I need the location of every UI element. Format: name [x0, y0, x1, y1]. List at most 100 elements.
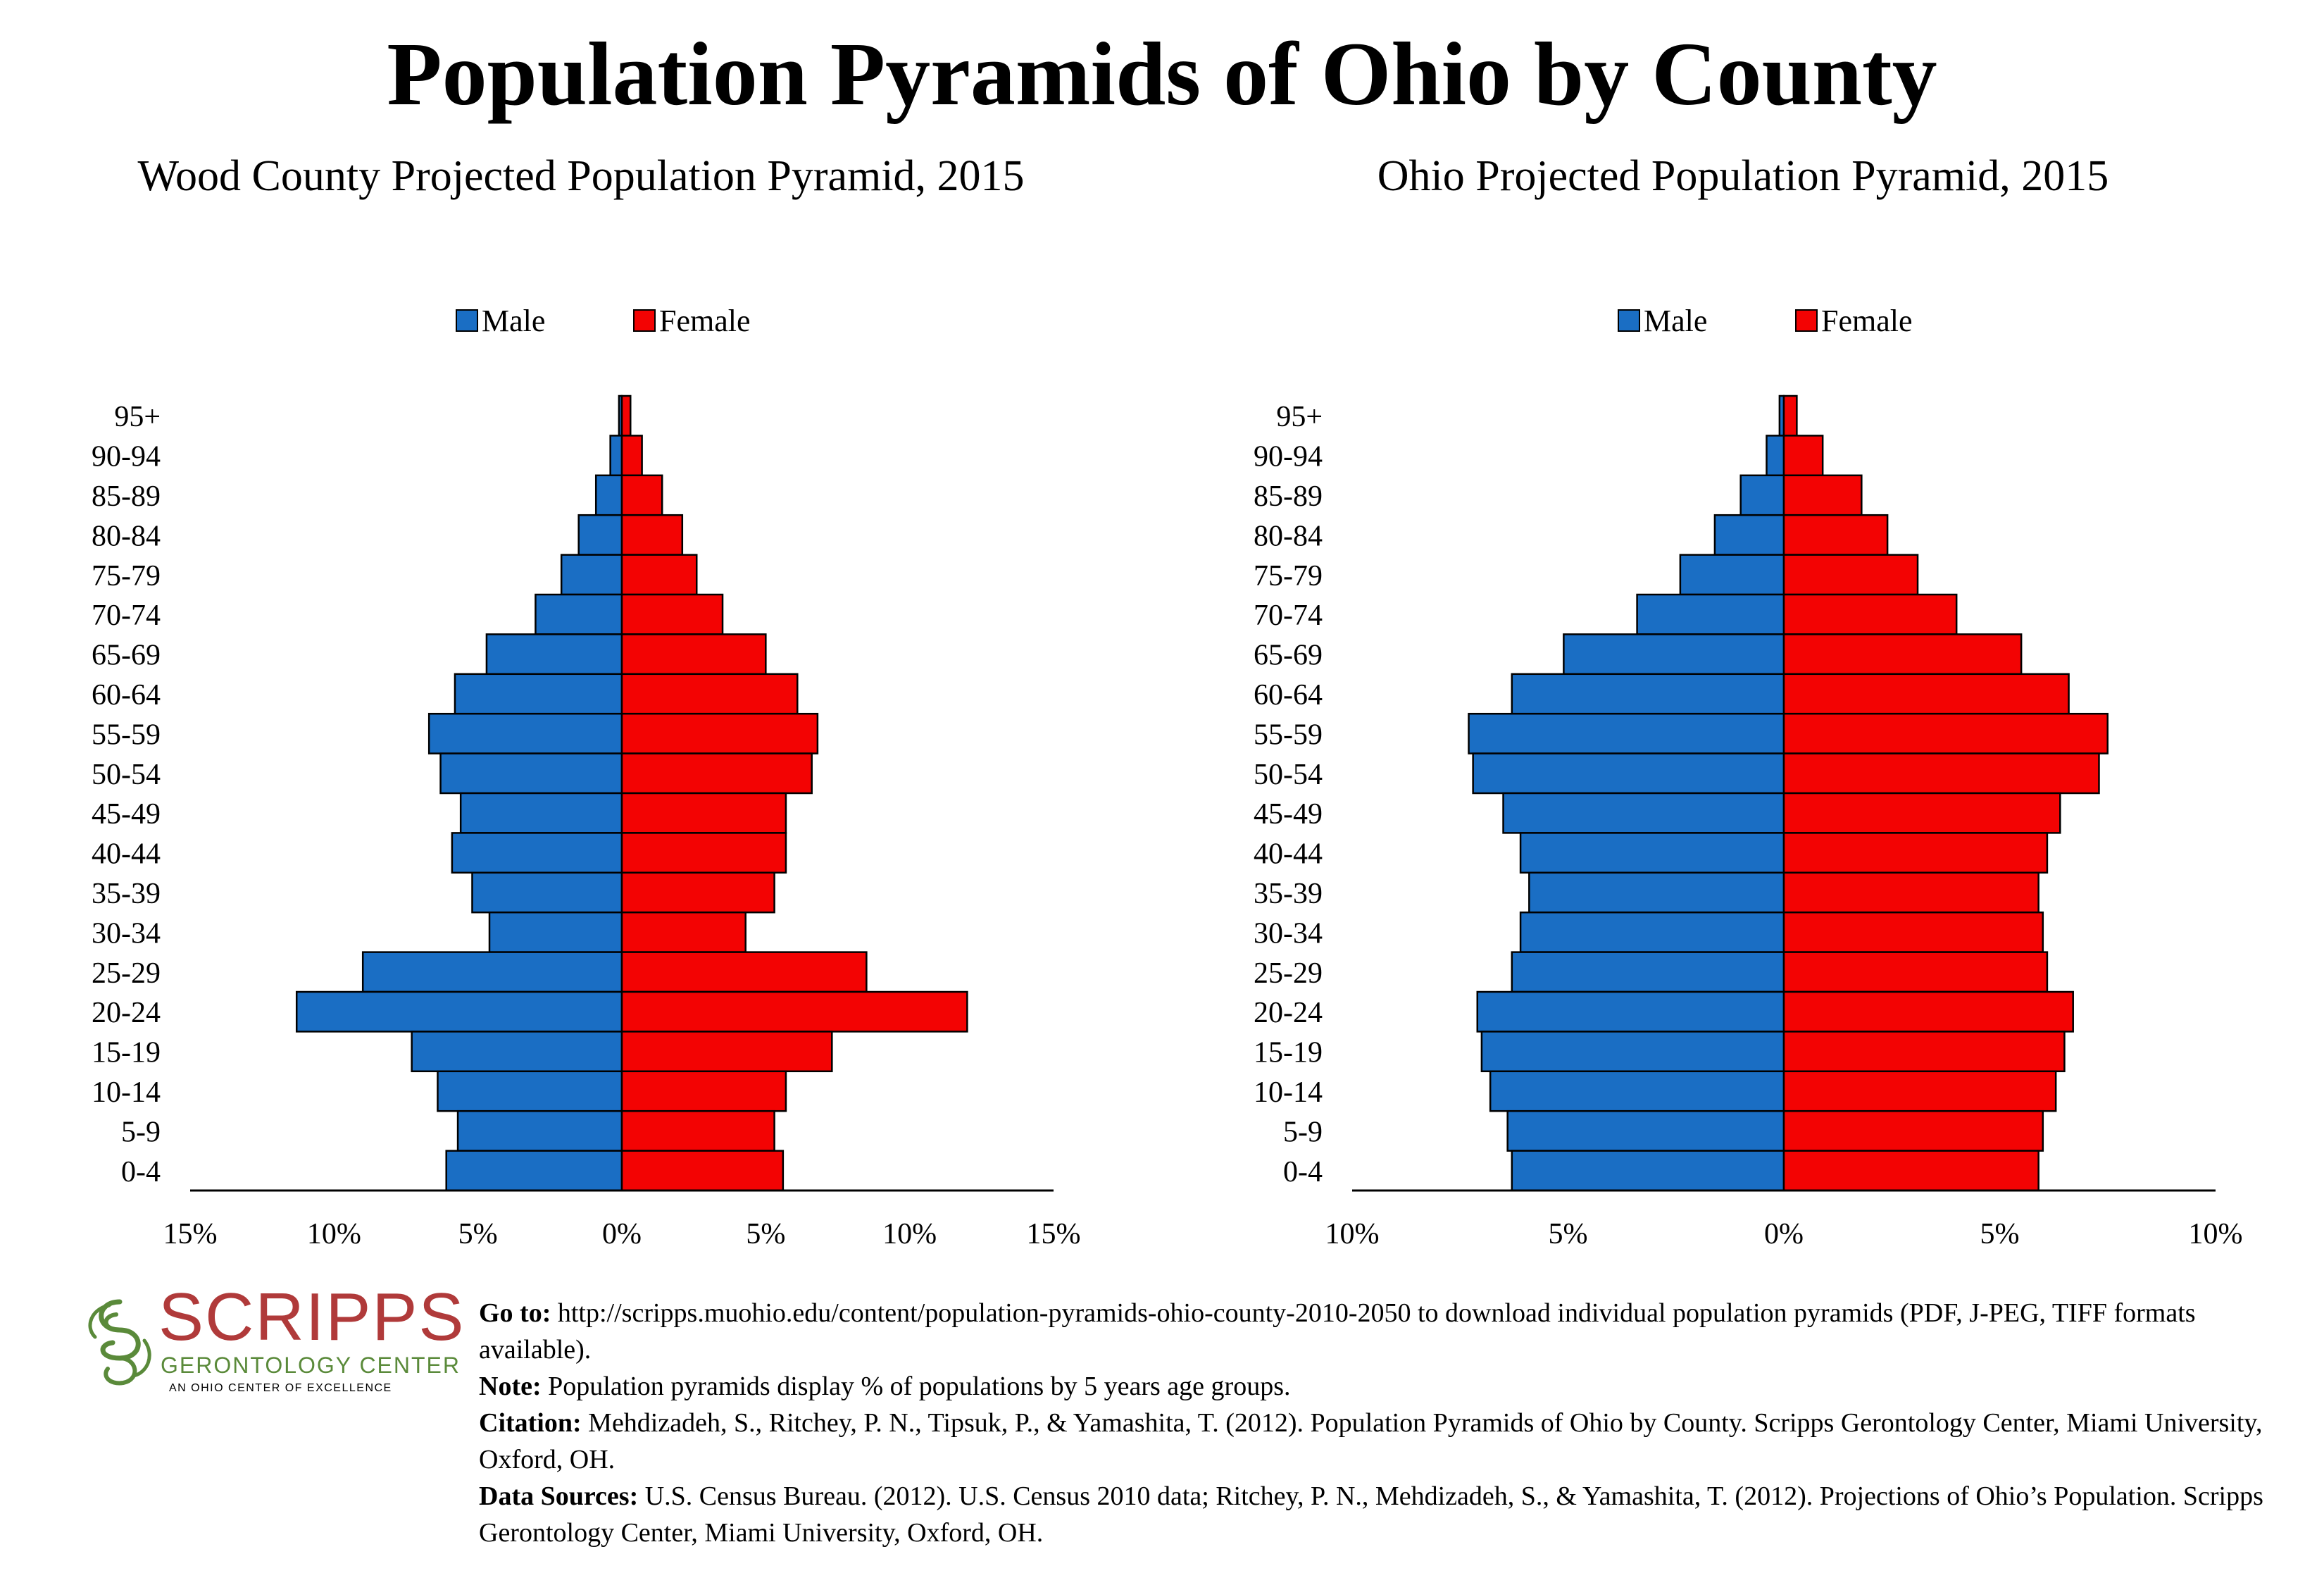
ohio-age-label-5-9: 5-9: [1283, 1116, 1323, 1148]
ohio-legend-male-label: Male: [1644, 304, 1707, 338]
wood-legend-male-label: Male: [482, 304, 545, 338]
wood-bar-female-65-69: [620, 633, 767, 676]
ohio-age-label-0-4: 0-4: [1283, 1156, 1323, 1188]
ohio-legend-male-swatch: [1618, 309, 1640, 332]
ohio-bar-female-90-94: [1782, 435, 1824, 477]
wood-age-label-95+: 95+: [114, 401, 161, 433]
wood-age-label-45-49: 45-49: [92, 798, 161, 831]
ohio-age-label-60-64: 60-64: [1254, 679, 1323, 711]
ohio-bar-male-90-94: [1766, 435, 1785, 477]
ohio-age-label-65-69: 65-69: [1254, 640, 1323, 672]
ohio-age-label-90-94: 90-94: [1254, 441, 1323, 473]
wood-bar-male-75-79: [560, 554, 623, 596]
ohio-x-tick-0: 10%: [1325, 1218, 1380, 1250]
wood-age-label-0-4: 0-4: [121, 1156, 161, 1188]
ohio-age-label-75-79: 75-79: [1254, 560, 1323, 592]
ohio-bar-male-30-34: [1519, 911, 1785, 953]
wood-legend-male-swatch: [456, 309, 478, 332]
wood-bar-female-20-24: [620, 990, 968, 1033]
wood-bar-female-90-94: [620, 435, 643, 477]
logo-wordmark: SCRIPPS: [158, 1279, 466, 1355]
footer-citation-label: Citation:: [479, 1408, 582, 1438]
wood-bar-male-55-59: [427, 712, 623, 754]
wood-age-label-10-14: 10-14: [92, 1076, 161, 1109]
ohio-bar-female-0-4: [1782, 1150, 2039, 1192]
ohio-age-label-30-34: 30-34: [1254, 917, 1323, 950]
ohio-bar-male-35-39: [1528, 871, 1785, 914]
ohio-bar-male-70-74: [1636, 593, 1785, 635]
wood-age-label-35-39: 35-39: [92, 878, 161, 910]
wood-bar-male-20-24: [295, 990, 623, 1033]
ohio-legend-female-label: Female: [1821, 304, 1913, 338]
wood-bar-female-60-64: [620, 673, 799, 715]
wood-age-label-15-19: 15-19: [92, 1037, 161, 1069]
ohio-bar-male-65-69: [1563, 633, 1785, 676]
ohio-chart-title: Ohio Projected Population Pyramid, 2015: [1377, 152, 2109, 200]
ohio-bar-female-40-44: [1782, 832, 2049, 874]
ohio-bar-male-25-29: [1511, 951, 1785, 993]
wood-bar-male-40-44: [451, 832, 623, 874]
wood-age-label-70-74: 70-74: [92, 599, 161, 632]
ohio-x-tick-4: 10%: [2189, 1218, 2243, 1250]
wood-bar-female-95+: [620, 394, 632, 437]
wood-bar-male-90-94: [609, 435, 623, 477]
wood-bar-female-25-29: [620, 951, 868, 993]
scripps-swirl-icon: [88, 1299, 151, 1386]
footer-citation-text: Mehdizadeh, S., Ritchey, P. N., Tipsuk, …: [479, 1408, 2263, 1474]
ohio-bar-male-20-24: [1476, 990, 1785, 1033]
ohio-age-label-35-39: 35-39: [1254, 878, 1323, 910]
wood-legend: Male Female: [456, 304, 751, 338]
wood-bar-female-30-34: [620, 911, 746, 953]
wood-age-label-20-24: 20-24: [92, 997, 161, 1029]
ohio-bar-female-70-74: [1782, 593, 1958, 635]
wood-bar-female-75-79: [620, 554, 698, 596]
footer-sources-text: U.S. Census Bureau. (2012). U.S. Census …: [479, 1481, 2263, 1548]
wood-bar-male-15-19: [411, 1031, 623, 1073]
ohio-age-label-15-19: 15-19: [1254, 1037, 1323, 1069]
ohio-age-label-85-89: 85-89: [1254, 480, 1323, 513]
ohio-age-label-40-44: 40-44: [1254, 838, 1323, 871]
wood-bar-male-10-14: [437, 1070, 623, 1112]
wood-bar-male-70-74: [535, 593, 623, 635]
ohio-bar-male-15-19: [1480, 1031, 1785, 1073]
wood-bar-male-85-89: [594, 474, 623, 516]
ohio-bar-male-40-44: [1519, 832, 1785, 874]
wood-x-tick-1: 10%: [307, 1218, 361, 1250]
wood-x-tick-4: 5%: [746, 1218, 785, 1250]
wood-bar-female-35-39: [620, 871, 775, 914]
ohio-x-tick-3: 5%: [1980, 1218, 2020, 1250]
ohio-bar-female-85-89: [1782, 474, 1863, 516]
wood-age-label-80-84: 80-84: [92, 520, 161, 552]
logo-subtitle: GERONTOLOGY CENTER: [161, 1353, 461, 1378]
wood-x-tick-0: 15%: [163, 1218, 218, 1250]
ohio-pyramid-chart: Ohio Projected Population Pyramid, 2015 M…: [1254, 152, 2243, 1250]
wood-age-label-60-64: 60-64: [92, 679, 161, 711]
ohio-bar-male-50-54: [1472, 752, 1785, 795]
ohio-bar-female-10-14: [1782, 1070, 2057, 1112]
wood-bar-female-15-19: [620, 1031, 833, 1073]
ohio-bar-male-85-89: [1739, 474, 1785, 516]
ohio-bar-female-60-64: [1782, 673, 2070, 715]
wood-county-pyramid-chart: Wood County Projected Population Pyramid…: [92, 152, 1081, 1250]
wood-bar-male-45-49: [459, 792, 623, 834]
wood-chart-title: Wood County Projected Population Pyramid…: [137, 152, 1024, 200]
footer-sources: Data Sources: U.S. Census Bureau. (2012)…: [479, 1478, 2310, 1551]
wood-x-tick-2: 5%: [458, 1218, 498, 1250]
ohio-bar-female-80-84: [1782, 514, 1889, 556]
ohio-bar-female-5-9: [1782, 1110, 2044, 1152]
ohio-bar-female-95+: [1782, 394, 1798, 437]
wood-bar-female-80-84: [620, 514, 684, 556]
ohio-bar-male-5-9: [1506, 1110, 1785, 1152]
ohio-bar-female-20-24: [1782, 990, 2074, 1033]
wood-age-label-40-44: 40-44: [92, 838, 161, 871]
wood-age-label-25-29: 25-29: [92, 957, 161, 990]
wood-age-label-65-69: 65-69: [92, 640, 161, 672]
ohio-bar-female-55-59: [1782, 712, 2109, 754]
ohio-x-tick-1: 5%: [1549, 1218, 1588, 1250]
ohio-bar-male-75-79: [1679, 554, 1785, 596]
wood-bar-male-5-9: [456, 1110, 623, 1152]
ohio-bar-female-35-39: [1782, 871, 2039, 914]
wood-bar-female-10-14: [620, 1070, 787, 1112]
wood-bar-female-0-4: [620, 1150, 785, 1192]
wood-x-tick-3: 0%: [602, 1218, 642, 1250]
